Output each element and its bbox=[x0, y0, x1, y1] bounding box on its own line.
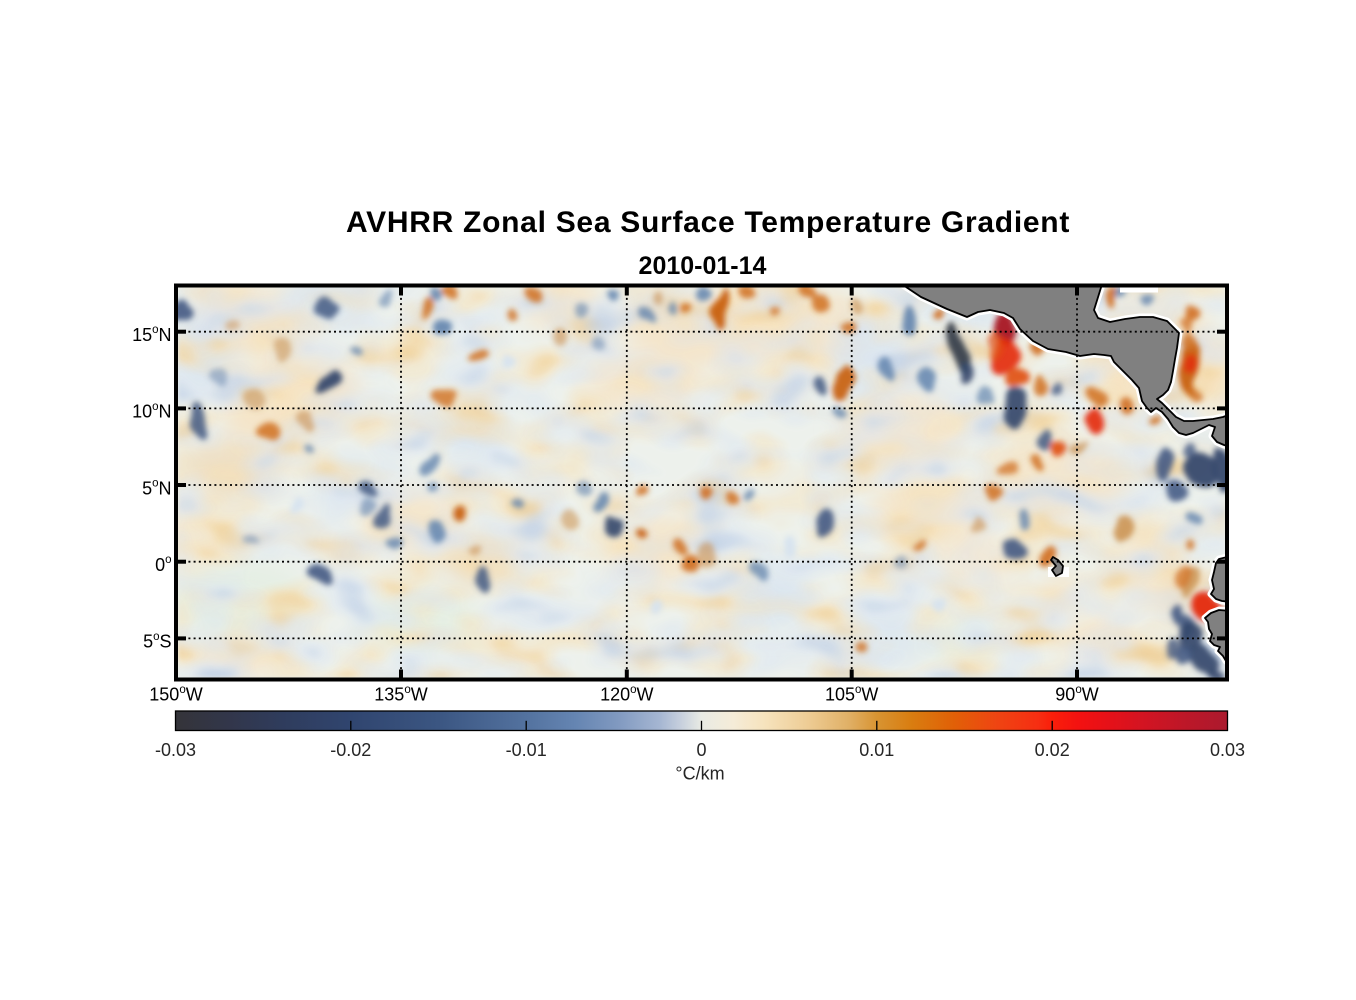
svg-text:-0.01: -0.01 bbox=[506, 740, 547, 760]
svg-text:°C/km: °C/km bbox=[675, 764, 724, 784]
svg-text:90oW: 90oW bbox=[1055, 684, 1098, 705]
svg-text:0.01: 0.01 bbox=[859, 740, 894, 760]
svg-text:5oN: 5oN bbox=[142, 478, 171, 499]
svg-text:150oW: 150oW bbox=[149, 684, 202, 705]
svg-text:0.03: 0.03 bbox=[1210, 740, 1245, 760]
svg-text:-0.03: -0.03 bbox=[155, 740, 196, 760]
svg-text:105oW: 105oW bbox=[825, 684, 878, 705]
svg-text:0.02: 0.02 bbox=[1035, 740, 1070, 760]
svg-text:15oN: 15oN bbox=[132, 324, 171, 345]
svg-text:10oN: 10oN bbox=[132, 401, 171, 422]
svg-text:0: 0 bbox=[696, 740, 706, 760]
svg-text:0o: 0o bbox=[155, 554, 171, 575]
svg-text:5oS: 5oS bbox=[143, 631, 171, 652]
svg-text:135oW: 135oW bbox=[374, 684, 427, 705]
svg-text:-0.02: -0.02 bbox=[330, 740, 371, 760]
svg-text:120oW: 120oW bbox=[600, 684, 653, 705]
